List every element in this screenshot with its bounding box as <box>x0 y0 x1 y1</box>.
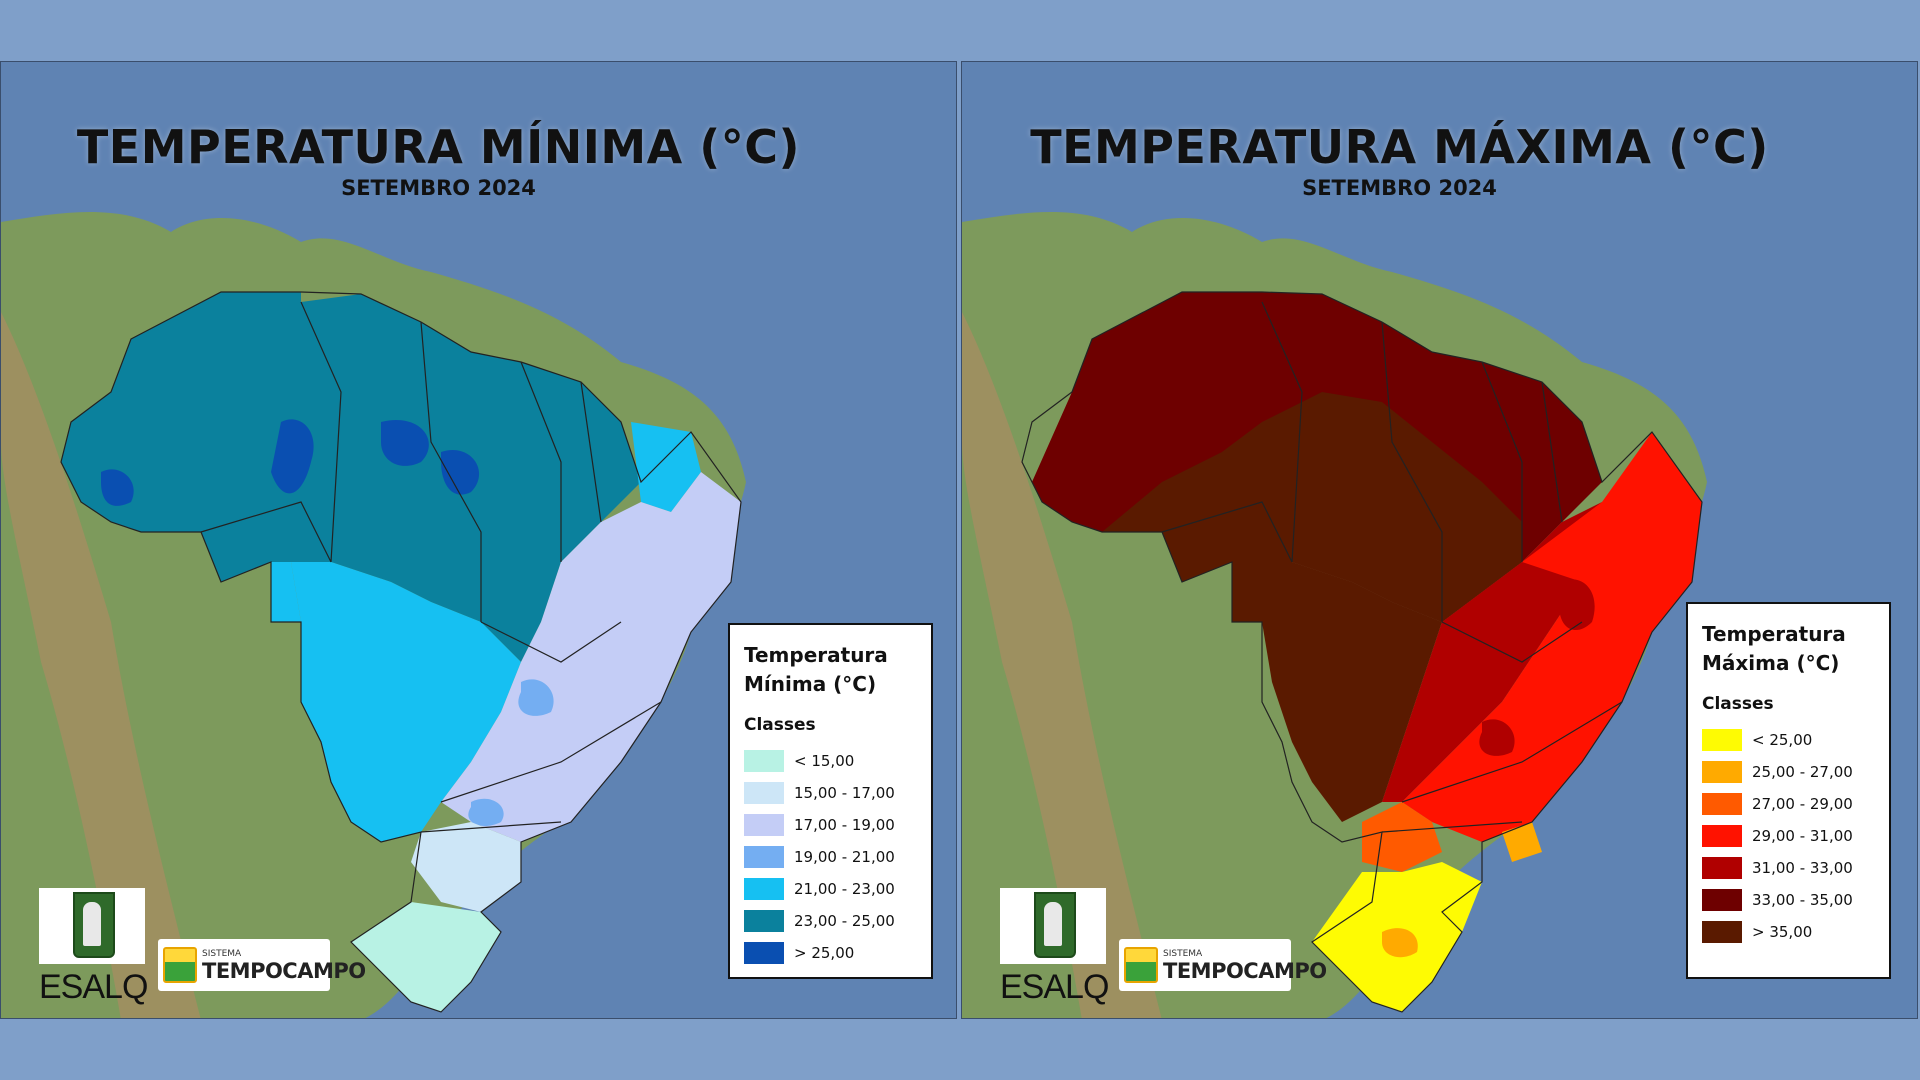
map-title: TEMPERATURA MÍNIMA (°C) <box>76 120 801 174</box>
legend-class-row: < 15,00 <box>744 745 917 777</box>
legend-class-row: 33,00 - 35,00 <box>1702 884 1875 916</box>
legend-swatch <box>744 942 784 964</box>
legend-title-line1: Temperatura <box>744 643 888 667</box>
legend-class-label: > 35,00 <box>1752 923 1813 941</box>
tempocampo-icon <box>1124 947 1158 983</box>
legend: Temperatura Máxima (°C) Classes < 25,00 2… <box>1686 602 1891 979</box>
legend-class-label: 15,00 - 17,00 <box>794 784 895 802</box>
state-borders <box>60 291 742 1013</box>
legend-swatch <box>1702 889 1742 911</box>
andes-land <box>1 312 201 1018</box>
tempocampo-big-text: TEMPOCAMPO <box>1163 959 1327 983</box>
legend-class-label: 17,00 - 19,00 <box>794 816 895 834</box>
max-temp-map-panel: TEMPERATURA MÁXIMA (°C) SETEMBRO 2024 Te… <box>961 61 1918 1019</box>
map-title: TEMPERATURA MÁXIMA (°C) <box>1030 120 1769 174</box>
legend-class-label: 29,00 - 31,00 <box>1752 827 1853 845</box>
legend-class-row: 19,00 - 21,00 <box>744 841 917 873</box>
legend-class-label: 23,00 - 25,00 <box>794 912 895 930</box>
legend-swatch <box>744 750 784 772</box>
map-subtitle: SETEMBRO 2024 <box>1302 176 1497 200</box>
map-subtitle: SETEMBRO 2024 <box>341 176 536 200</box>
legend-class-label: < 25,00 <box>1752 731 1813 749</box>
legend-swatch <box>1702 729 1742 751</box>
brazil-max-temp <box>1022 292 1702 1012</box>
tempocampo-icon <box>163 947 197 983</box>
tempocampo-small-text: SISTEMA <box>202 949 242 959</box>
legend-class-label: 19,00 - 21,00 <box>794 848 895 866</box>
legend-class-label: 33,00 - 35,00 <box>1752 891 1853 909</box>
legend-title-line2: Máxima (°C) <box>1702 651 1840 675</box>
legend-class-row: 23,00 - 25,00 <box>744 905 917 937</box>
legend-class-label: 27,00 - 29,00 <box>1752 795 1853 813</box>
legend-class-row: 25,00 - 27,00 <box>1702 756 1875 788</box>
legend-classes-label: Classes <box>1702 694 1774 714</box>
legend-swatch <box>744 910 784 932</box>
esalq-logo-text: ESALQ <box>1000 968 1109 1006</box>
legend-class-row: > 25,00 <box>744 937 917 969</box>
legend-class-label: 31,00 - 33,00 <box>1752 859 1853 877</box>
legend-class-row: 15,00 - 17,00 <box>744 777 917 809</box>
tempocampo-logo: SISTEMA TEMPOCAMPO <box>1119 939 1327 991</box>
legend-swatch <box>1702 825 1742 847</box>
esalq-logo: ESALQ <box>1000 888 1109 1006</box>
legend-class-row: 17,00 - 19,00 <box>744 809 917 841</box>
min-temp-map-panel: TEMPERATURA MÍNIMA (°C) SETEMBRO 2024 Te… <box>0 61 957 1019</box>
legend-swatch <box>1702 921 1742 943</box>
esalq-logo: ESALQ <box>39 888 148 1006</box>
legend-swatch <box>1702 761 1742 783</box>
legend-swatch <box>744 814 784 836</box>
legend-class-row: > 35,00 <box>1702 916 1875 948</box>
legend-class-row: 29,00 - 31,00 <box>1702 820 1875 852</box>
legend-class-row: 31,00 - 33,00 <box>1702 852 1875 884</box>
legend: Temperatura Mínima (°C) Classes < 15,00 1… <box>728 623 933 979</box>
esalq-logo-text: ESALQ <box>39 968 148 1006</box>
legend-swatch <box>1702 857 1742 879</box>
legend-swatch <box>744 878 784 900</box>
legend-class-label: < 15,00 <box>794 752 855 770</box>
esalq-crest-icon <box>39 888 145 964</box>
andes-land <box>962 312 1162 1018</box>
legend-class-row: 27,00 - 29,00 <box>1702 788 1875 820</box>
legend-class-row: < 25,00 <box>1702 724 1875 756</box>
brazil-min-temp <box>61 292 741 1012</box>
legend-class-row: 21,00 - 23,00 <box>744 873 917 905</box>
min-temp-map <box>1 62 956 1018</box>
tempocampo-big-text: TEMPOCAMPO <box>202 959 366 983</box>
state-borders <box>1021 291 1703 1013</box>
esalq-crest-icon <box>1000 888 1106 964</box>
legend-title-line2: Mínima (°C) <box>744 672 877 696</box>
legend-rows: < 15,00 15,00 - 17,00 17,00 - 19,00 19,00 -… <box>744 745 917 969</box>
legend-class-label: 21,00 - 23,00 <box>794 880 895 898</box>
legend-swatch <box>1702 793 1742 815</box>
tempocampo-logo: SISTEMA TEMPOCAMPO <box>158 939 366 991</box>
legend-swatch <box>744 846 784 868</box>
tempocampo-small-text: SISTEMA <box>1163 949 1203 959</box>
legend-class-label: > 25,00 <box>794 944 855 962</box>
legend-swatch <box>744 782 784 804</box>
legend-title-line1: Temperatura <box>1702 622 1846 646</box>
legend-rows: < 25,00 25,00 - 27,00 27,00 - 29,00 29,00 -… <box>1702 724 1875 948</box>
legend-class-label: 25,00 - 27,00 <box>1752 763 1853 781</box>
legend-classes-label: Classes <box>744 715 816 735</box>
